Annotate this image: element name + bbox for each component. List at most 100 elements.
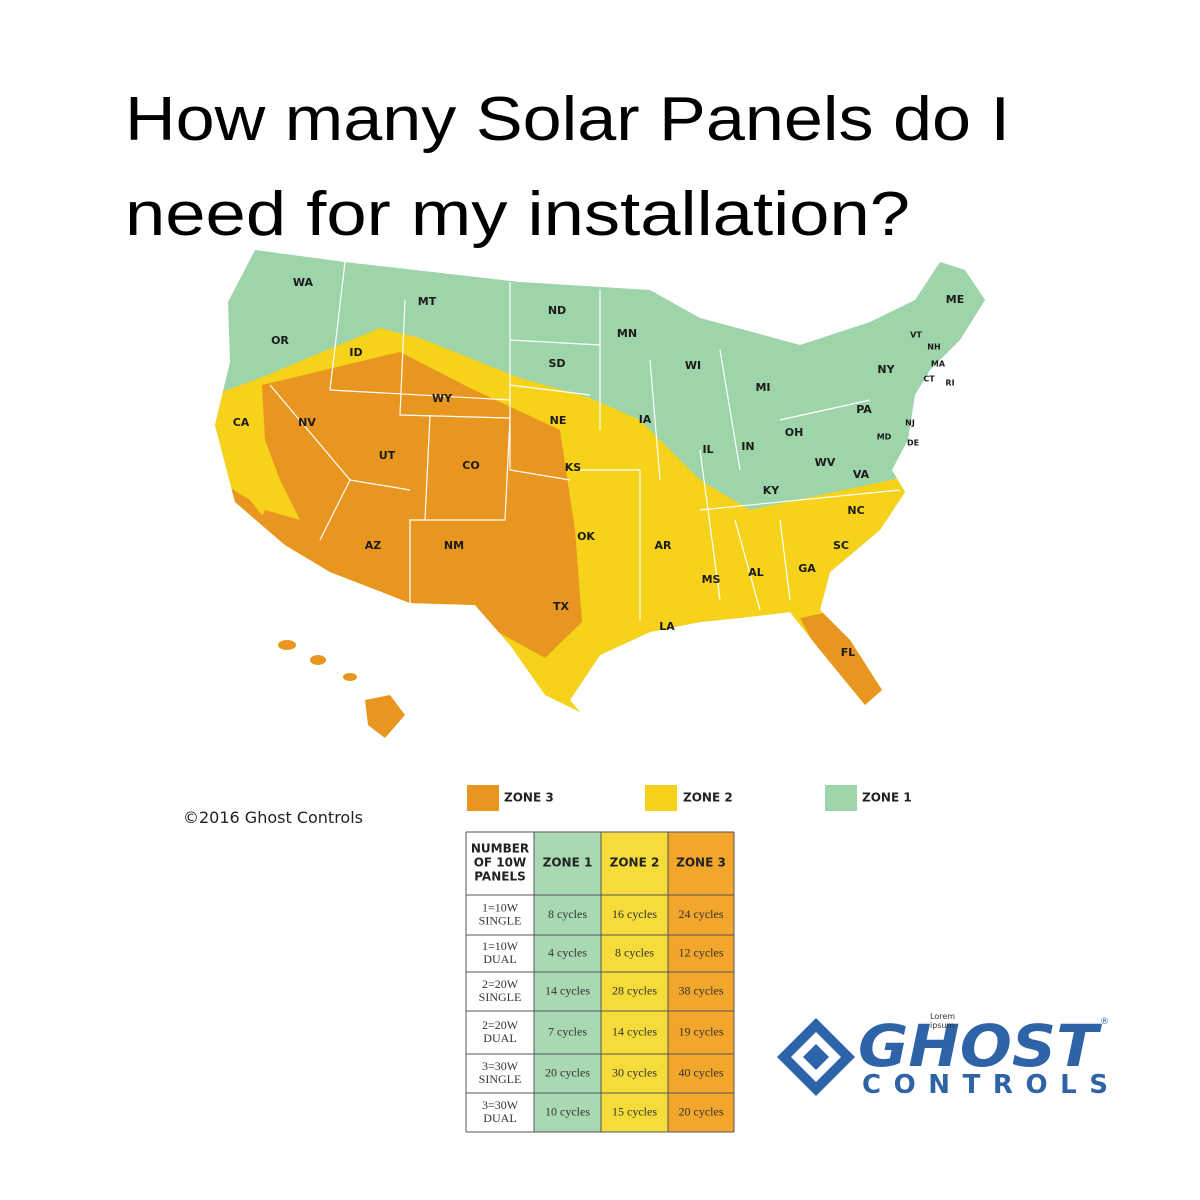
placeholder-text: ipsum: [930, 1021, 955, 1030]
state-label: VT: [910, 331, 922, 340]
state-label: LA: [659, 620, 675, 633]
state-label: SC: [833, 539, 849, 552]
table-cell: 8 cycles: [615, 945, 654, 959]
row-label: SINGLE: [479, 990, 522, 1004]
row-label: 1=10W: [482, 900, 519, 914]
state-label: FL: [841, 646, 856, 659]
table-column-bg: [534, 832, 601, 1132]
table-cell: 24 cycles: [679, 907, 724, 921]
legend-label: ZONE 3: [504, 791, 554, 805]
state-label: GA: [798, 562, 816, 575]
state-label: NH: [927, 343, 940, 352]
table-cell: 16 cycles: [612, 907, 657, 921]
state-label: KS: [565, 461, 582, 474]
table-cell: 12 cycles: [679, 945, 724, 959]
state-label: AL: [748, 566, 764, 579]
state-label: CO: [462, 459, 479, 472]
row-label: 2=20W: [482, 977, 519, 991]
state-label: WI: [685, 359, 701, 372]
state-label: ME: [946, 293, 964, 306]
row-label: SINGLE: [479, 913, 522, 927]
state-label: MD: [877, 433, 892, 442]
state-label: OR: [271, 334, 289, 347]
state-label: TX: [553, 600, 570, 613]
table-cell: 40 cycles: [679, 1065, 724, 1079]
logo: GHOST ® CONTROLS Lorem ipsum: [777, 1012, 1109, 1100]
state-label: OK: [577, 530, 595, 543]
state-label: MN: [617, 327, 637, 340]
us-map: [215, 250, 985, 712]
table-column-bg: [668, 832, 734, 1132]
table-cell: 30 cycles: [612, 1065, 657, 1079]
logo-mark: ®: [1100, 1017, 1109, 1027]
table-header: ZONE 3: [676, 856, 726, 870]
state-label: VA: [853, 468, 870, 481]
table-cell: 38 cycles: [679, 983, 724, 997]
state-label: MT: [418, 295, 437, 308]
state-labels: WA MT ND MN ME OR ID SD WI VT NH MA CT RI NY MI WY PA NJ CA…: [233, 276, 965, 659]
table-header: ZONE 2: [610, 856, 660, 870]
state-label: CA: [233, 416, 250, 429]
state-label: AZ: [365, 539, 382, 552]
table-header: ZONE 1: [543, 856, 593, 870]
table-header: NUMBER: [471, 842, 529, 856]
table-column-bg: [601, 832, 668, 1132]
state-label: MS: [702, 573, 721, 586]
state-label: WY: [432, 392, 453, 405]
table-cell: 14 cycles: [612, 1024, 657, 1038]
table-cell: 15 cycles: [612, 1104, 657, 1118]
table-cell: 19 cycles: [679, 1024, 724, 1038]
title-line: How many Solar Panels do I: [125, 85, 1010, 154]
state-label: NV: [298, 416, 316, 429]
state-label: AR: [655, 539, 673, 552]
legend-swatch: [467, 785, 499, 811]
table-cell: 28 cycles: [612, 983, 657, 997]
state-borders: [269, 261, 901, 620]
state-label: NE: [550, 414, 567, 427]
state-label: MI: [755, 381, 770, 394]
row-label: DUAL: [483, 1111, 516, 1125]
table-cell: 8 cycles: [548, 907, 587, 921]
copyright: ©2016 Ghost Controls: [183, 808, 363, 827]
state-label: NM: [444, 539, 464, 552]
legend-label: ZONE 2: [683, 791, 733, 805]
row-label: 3=30W: [482, 1059, 519, 1073]
state-label: NC: [847, 504, 864, 517]
legend-swatch: [645, 785, 677, 811]
logo-name: GHOST: [858, 1012, 1103, 1080]
zone-3-area: [800, 610, 890, 712]
table-cell: 20 cycles: [545, 1065, 590, 1079]
table-cell: 10 cycles: [545, 1104, 590, 1118]
state-label: NY: [877, 363, 895, 376]
state-label: MA: [931, 360, 946, 369]
state-label: WV: [815, 456, 836, 469]
placeholder-text: Lorem: [930, 1012, 955, 1021]
table-header: PANELS: [474, 870, 526, 884]
state-label: PA: [856, 403, 872, 416]
row-label: SINGLE: [479, 1072, 522, 1086]
state-label: ND: [548, 304, 566, 317]
state-label: ID: [349, 346, 362, 359]
legend-swatch: [825, 785, 857, 811]
row-label: 1=10W: [482, 939, 519, 953]
row-label: 2=20W: [482, 1018, 519, 1032]
state-label: DE: [907, 439, 919, 448]
state-label: IL: [702, 443, 713, 456]
hawaii: [278, 640, 405, 738]
state-label: OH: [785, 426, 804, 439]
state-label: SD: [548, 357, 565, 370]
row-label: DUAL: [483, 1031, 516, 1045]
table-cell: 7 cycles: [548, 1024, 587, 1038]
state-label: KY: [763, 484, 781, 497]
table-cell: 20 cycles: [679, 1104, 724, 1118]
state-label: IA: [639, 413, 652, 426]
row-label: DUAL: [483, 952, 516, 966]
table-column-bg: [466, 832, 534, 1132]
state-label: UT: [379, 449, 396, 462]
legend-label: ZONE 1: [862, 791, 912, 805]
state-label: RI: [945, 379, 954, 388]
state-label: IN: [741, 440, 754, 453]
state-label: CT: [923, 375, 935, 384]
